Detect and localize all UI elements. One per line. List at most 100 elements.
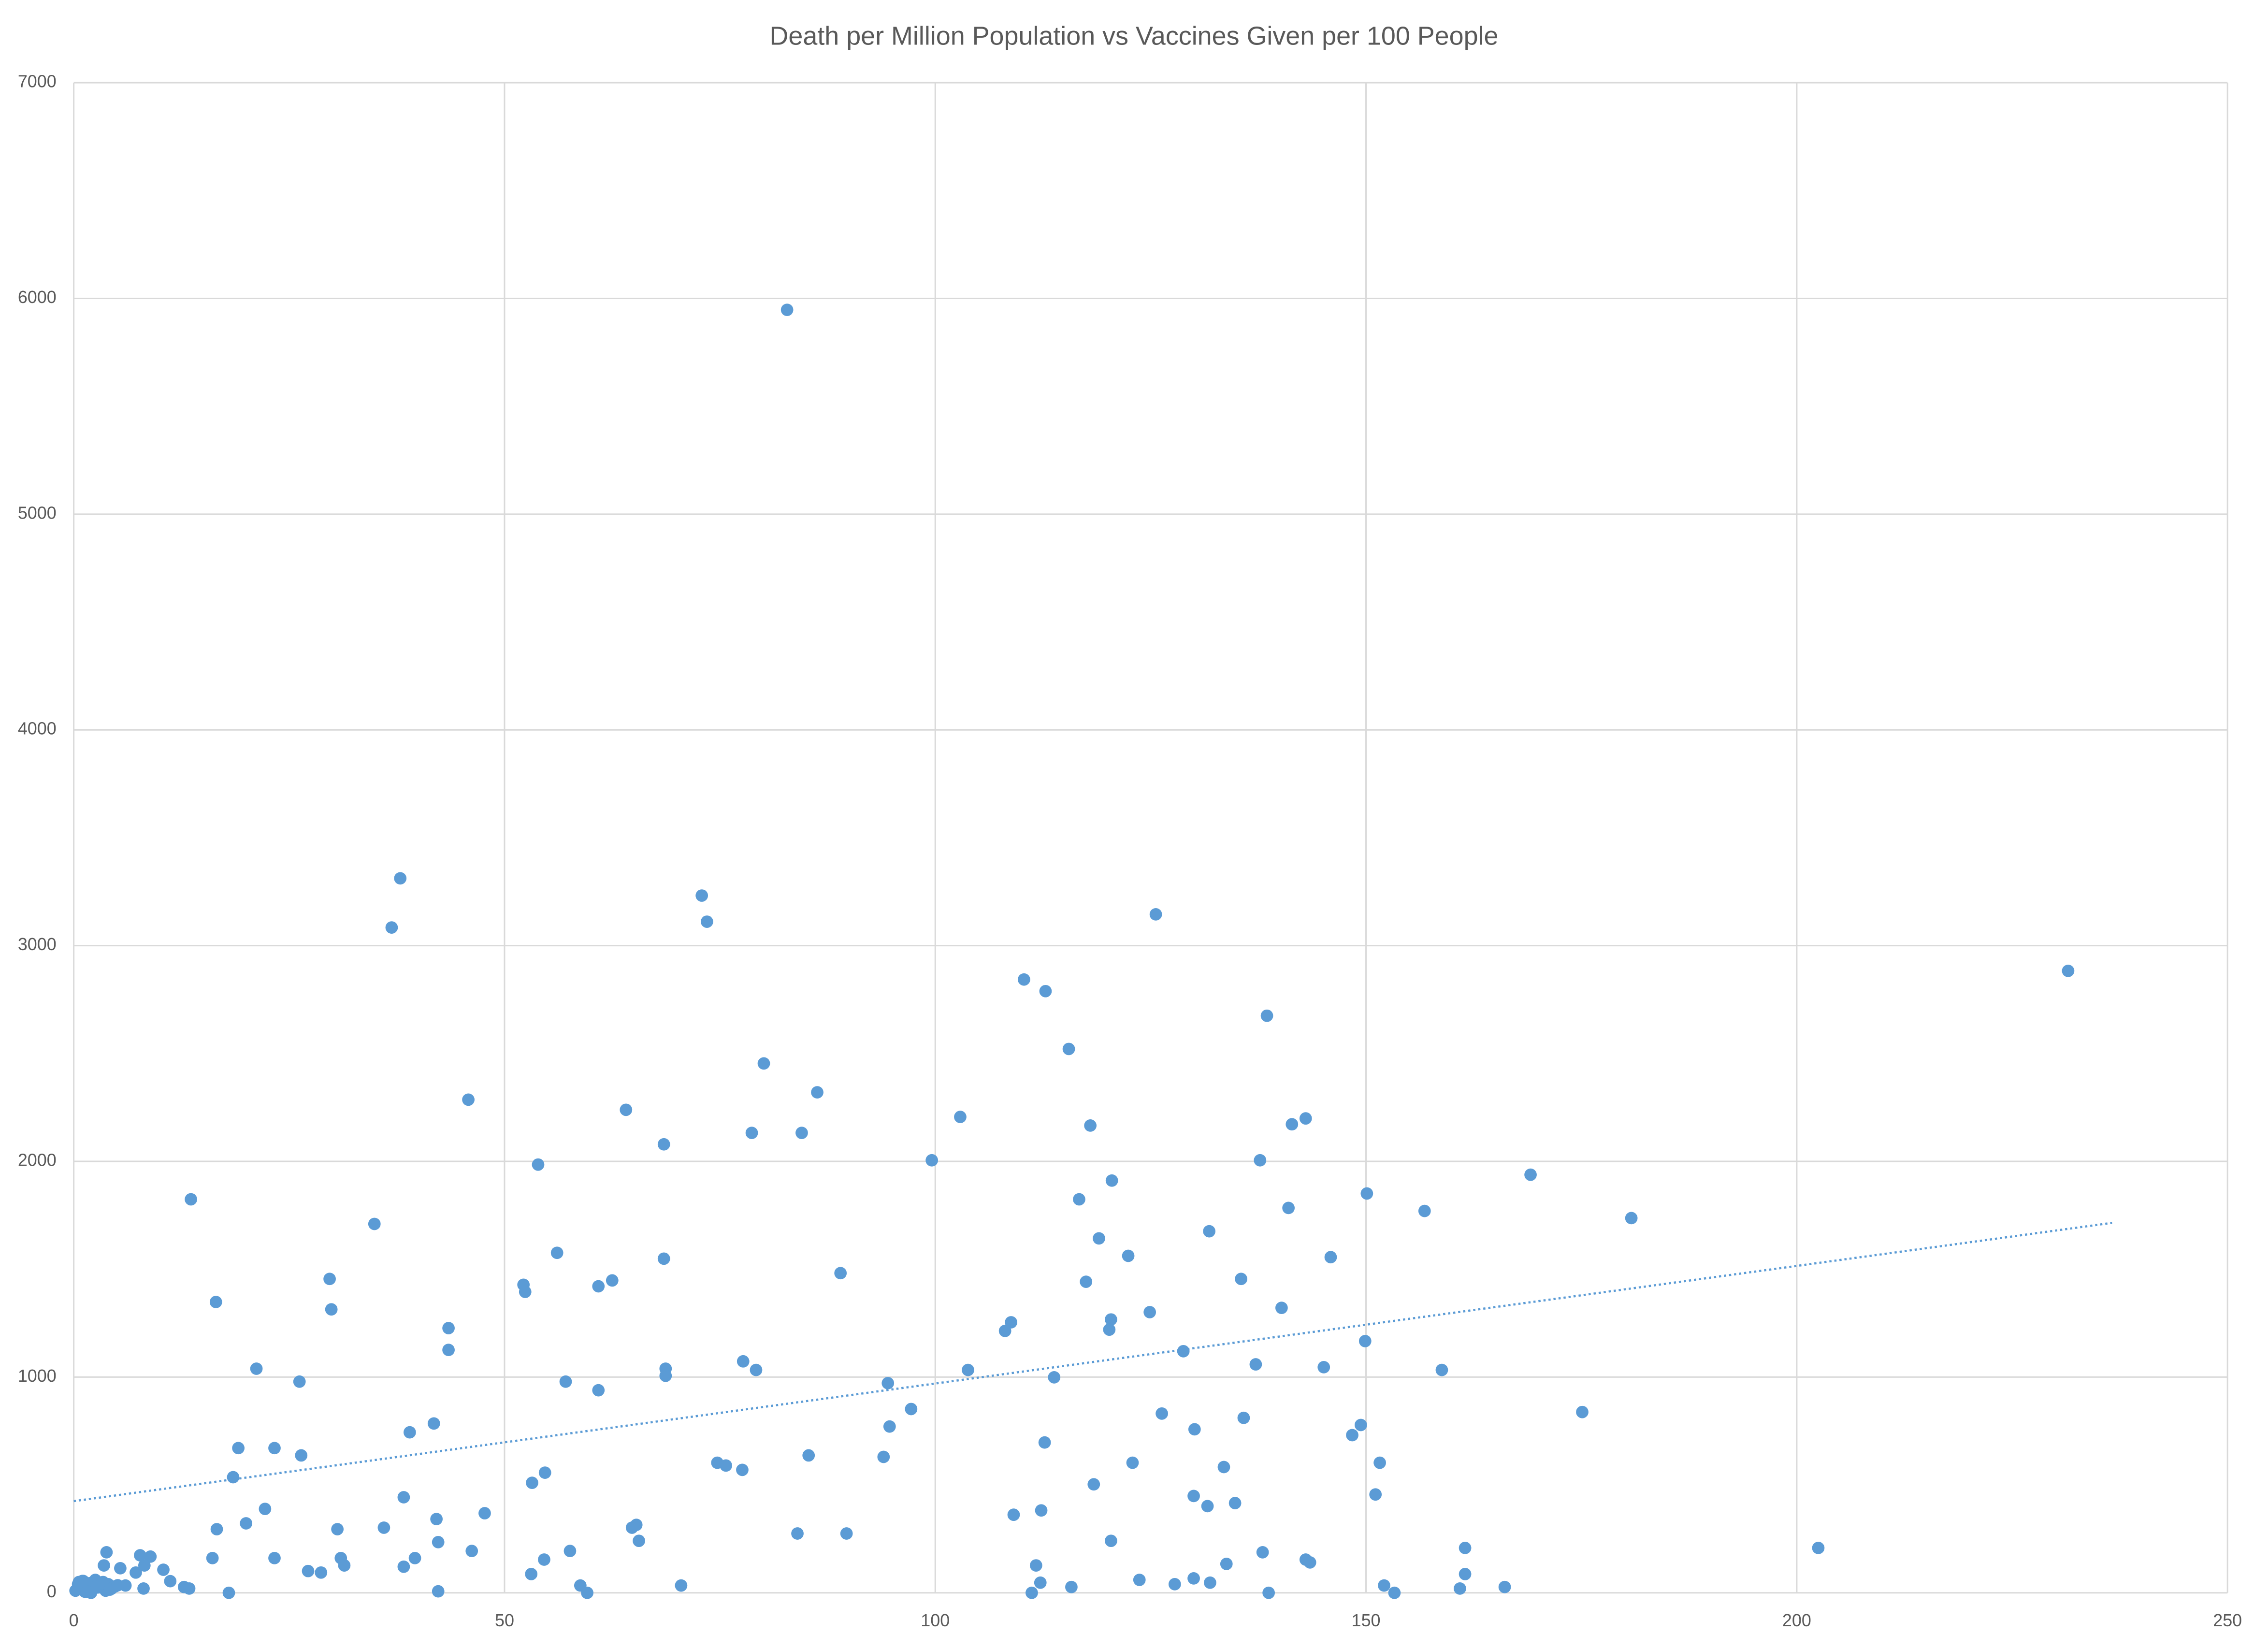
point <box>592 1384 605 1397</box>
point <box>183 1582 196 1595</box>
point <box>394 872 407 885</box>
point <box>465 1545 478 1558</box>
y-tick-label: 2000 <box>18 1150 57 1170</box>
trendline <box>73 1221 2112 1503</box>
point <box>227 1471 240 1484</box>
point <box>408 1552 421 1564</box>
point <box>883 1420 896 1433</box>
point <box>633 1534 645 1548</box>
point <box>1026 1586 1038 1599</box>
point <box>998 1324 1011 1337</box>
point <box>1388 1586 1401 1599</box>
y-tick-label: 4000 <box>18 719 57 738</box>
point <box>2062 964 2075 977</box>
point <box>1087 1478 1100 1491</box>
point <box>144 1550 157 1563</box>
point <box>331 1523 344 1535</box>
point <box>750 1363 763 1376</box>
point <box>834 1267 847 1280</box>
point <box>164 1575 177 1588</box>
point <box>385 921 398 934</box>
point <box>1062 1042 1075 1056</box>
point <box>1187 1490 1200 1503</box>
point <box>137 1582 150 1595</box>
point <box>293 1375 306 1388</box>
point <box>695 889 708 902</box>
point <box>905 1403 918 1416</box>
point <box>1065 1580 1078 1593</box>
point <box>1286 1118 1299 1131</box>
point <box>657 1138 670 1151</box>
x-tick-label: 0 <box>69 1610 79 1630</box>
point <box>295 1449 308 1462</box>
point <box>519 1286 532 1298</box>
x-tick-label: 250 <box>2213 1610 2242 1630</box>
point <box>1143 1306 1156 1318</box>
point <box>1235 1273 1247 1286</box>
x-tick-label: 50 <box>495 1610 514 1630</box>
point <box>1093 1232 1105 1245</box>
point <box>657 1252 670 1265</box>
point <box>1358 1334 1372 1347</box>
point <box>98 1559 110 1572</box>
point <box>1204 1576 1216 1589</box>
point <box>954 1111 967 1123</box>
point <box>881 1377 895 1389</box>
point <box>700 915 713 928</box>
point <box>1254 1154 1267 1167</box>
point <box>368 1217 381 1230</box>
point <box>525 1568 538 1580</box>
point <box>659 1369 672 1382</box>
point <box>811 1086 823 1099</box>
point <box>1576 1405 1589 1418</box>
point <box>232 1442 245 1455</box>
point <box>1625 1212 1638 1225</box>
point <box>430 1513 443 1525</box>
point <box>157 1563 170 1576</box>
point <box>130 1566 142 1579</box>
x-tick-label: 150 <box>1352 1610 1381 1630</box>
point <box>397 1491 410 1504</box>
point <box>1029 1559 1042 1572</box>
point <box>526 1476 538 1489</box>
point <box>1459 1568 1472 1580</box>
point <box>100 1546 113 1559</box>
point <box>720 1459 732 1472</box>
point <box>606 1274 619 1287</box>
point <box>1156 1407 1168 1420</box>
y-tick-label: 3000 <box>18 934 57 954</box>
point <box>1220 1558 1233 1570</box>
point <box>1149 908 1162 921</box>
point <box>1005 1316 1018 1329</box>
point <box>206 1552 219 1564</box>
point <box>1228 1497 1242 1509</box>
y-tick-label: 1000 <box>18 1366 57 1386</box>
point <box>1435 1363 1448 1376</box>
point <box>1203 1225 1216 1238</box>
point <box>240 1517 253 1530</box>
point <box>1018 973 1030 986</box>
chart-title: Death per Million Population vs Vaccines… <box>770 22 1499 51</box>
point <box>1355 1418 1367 1432</box>
point <box>737 1355 750 1368</box>
point <box>427 1417 440 1430</box>
point <box>1168 1578 1181 1591</box>
point <box>442 1344 455 1357</box>
point <box>625 1521 638 1534</box>
point <box>222 1586 235 1599</box>
point <box>325 1303 338 1316</box>
point <box>1237 1411 1250 1424</box>
point <box>925 1154 939 1167</box>
point <box>1084 1119 1097 1132</box>
point <box>736 1463 749 1476</box>
point <box>1187 1572 1200 1585</box>
point <box>397 1560 410 1573</box>
point <box>1369 1488 1382 1501</box>
point <box>209 1296 222 1308</box>
point <box>1275 1302 1288 1314</box>
point <box>323 1273 336 1286</box>
y-tick-label: 7000 <box>18 72 57 91</box>
point <box>1105 1174 1118 1187</box>
point <box>1188 1423 1201 1436</box>
point <box>1282 1201 1295 1215</box>
